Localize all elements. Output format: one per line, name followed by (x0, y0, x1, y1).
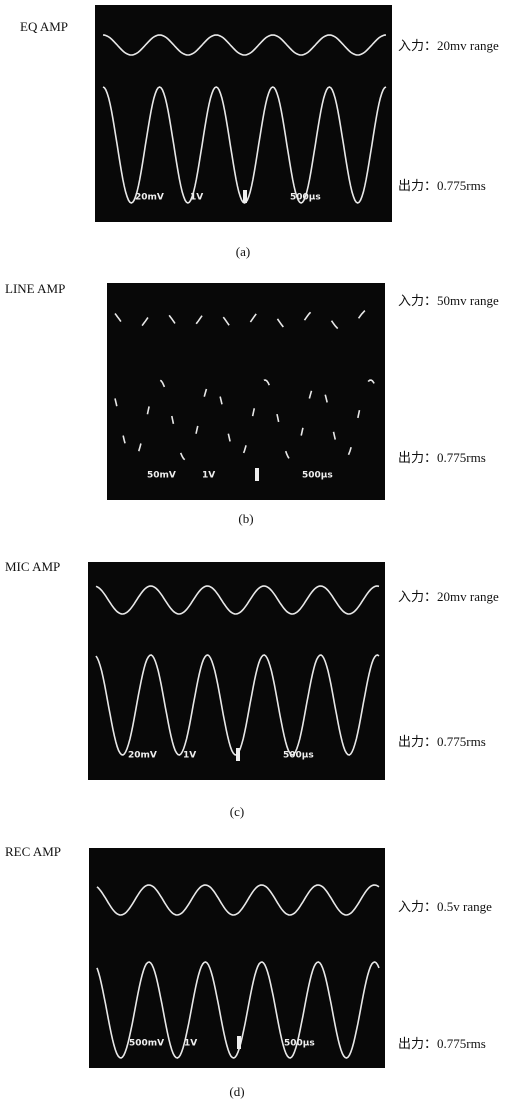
oscilloscope-screen (89, 848, 385, 1068)
output-label: 出力：0.775rms (398, 1036, 486, 1051)
scope-readout: 20mV (135, 193, 164, 203)
trigger-marker (243, 190, 247, 203)
scope-readout: 1V (184, 1039, 197, 1049)
panel: LINE AMP 50mV 1V 500μs 入力：50mv range 出力：0.775… (5, 281, 499, 526)
figure: EQ AMP 20mV 1V 500μs 入力：20mv range 出力：0.775rm… (0, 0, 521, 1106)
oscilloscope-screen (107, 283, 385, 500)
caption: (c) (230, 804, 244, 819)
scope-readout: 500μs (290, 193, 321, 203)
scope-readout: 50mV (147, 471, 176, 481)
input-label: 入力：20mv range (398, 38, 499, 53)
scope-readout: 1V (202, 471, 215, 481)
scope-readout: 500μs (283, 751, 314, 761)
scope-readout: 500mV (129, 1039, 164, 1049)
panel-title: MIC AMP (5, 559, 60, 574)
trigger-marker (255, 468, 259, 481)
input-label: 入力：50mv range (398, 293, 499, 308)
caption: (b) (238, 511, 253, 526)
panel: MIC AMP 20mV 1V 500μs 入力：20mv range 出力：0.775r… (5, 559, 499, 819)
oscilloscope-screen (95, 5, 392, 222)
trigger-marker (236, 748, 240, 761)
oscilloscope-screen (88, 562, 385, 780)
panel-title: REC AMP (5, 844, 61, 859)
output-label: 出力：0.775rms (398, 450, 486, 465)
input-label: 入力：0.5v range (398, 899, 492, 914)
panel: EQ AMP 20mV 1V 500μs 入力：20mv range 出力：0.775rm… (20, 5, 499, 259)
scope-readout: 1V (183, 751, 196, 761)
input-label: 入力：20mv range (398, 589, 499, 604)
scope-readout: 20mV (128, 751, 157, 761)
caption: (a) (236, 244, 250, 259)
panel-title: LINE AMP (5, 281, 65, 296)
scope-readout: 500μs (284, 1039, 315, 1049)
scope-readout: 1V (190, 193, 203, 203)
output-label: 出力：0.775rms (398, 178, 486, 193)
trigger-marker (237, 1036, 241, 1049)
panel: REC AMP 500mV 1V 500μs 入力：0.5v range 出力：0.775… (5, 844, 492, 1099)
output-label: 出力：0.775rms (398, 734, 486, 749)
panel-title: EQ AMP (20, 19, 68, 34)
caption: (d) (229, 1084, 244, 1099)
scope-readout: 500μs (302, 471, 333, 481)
